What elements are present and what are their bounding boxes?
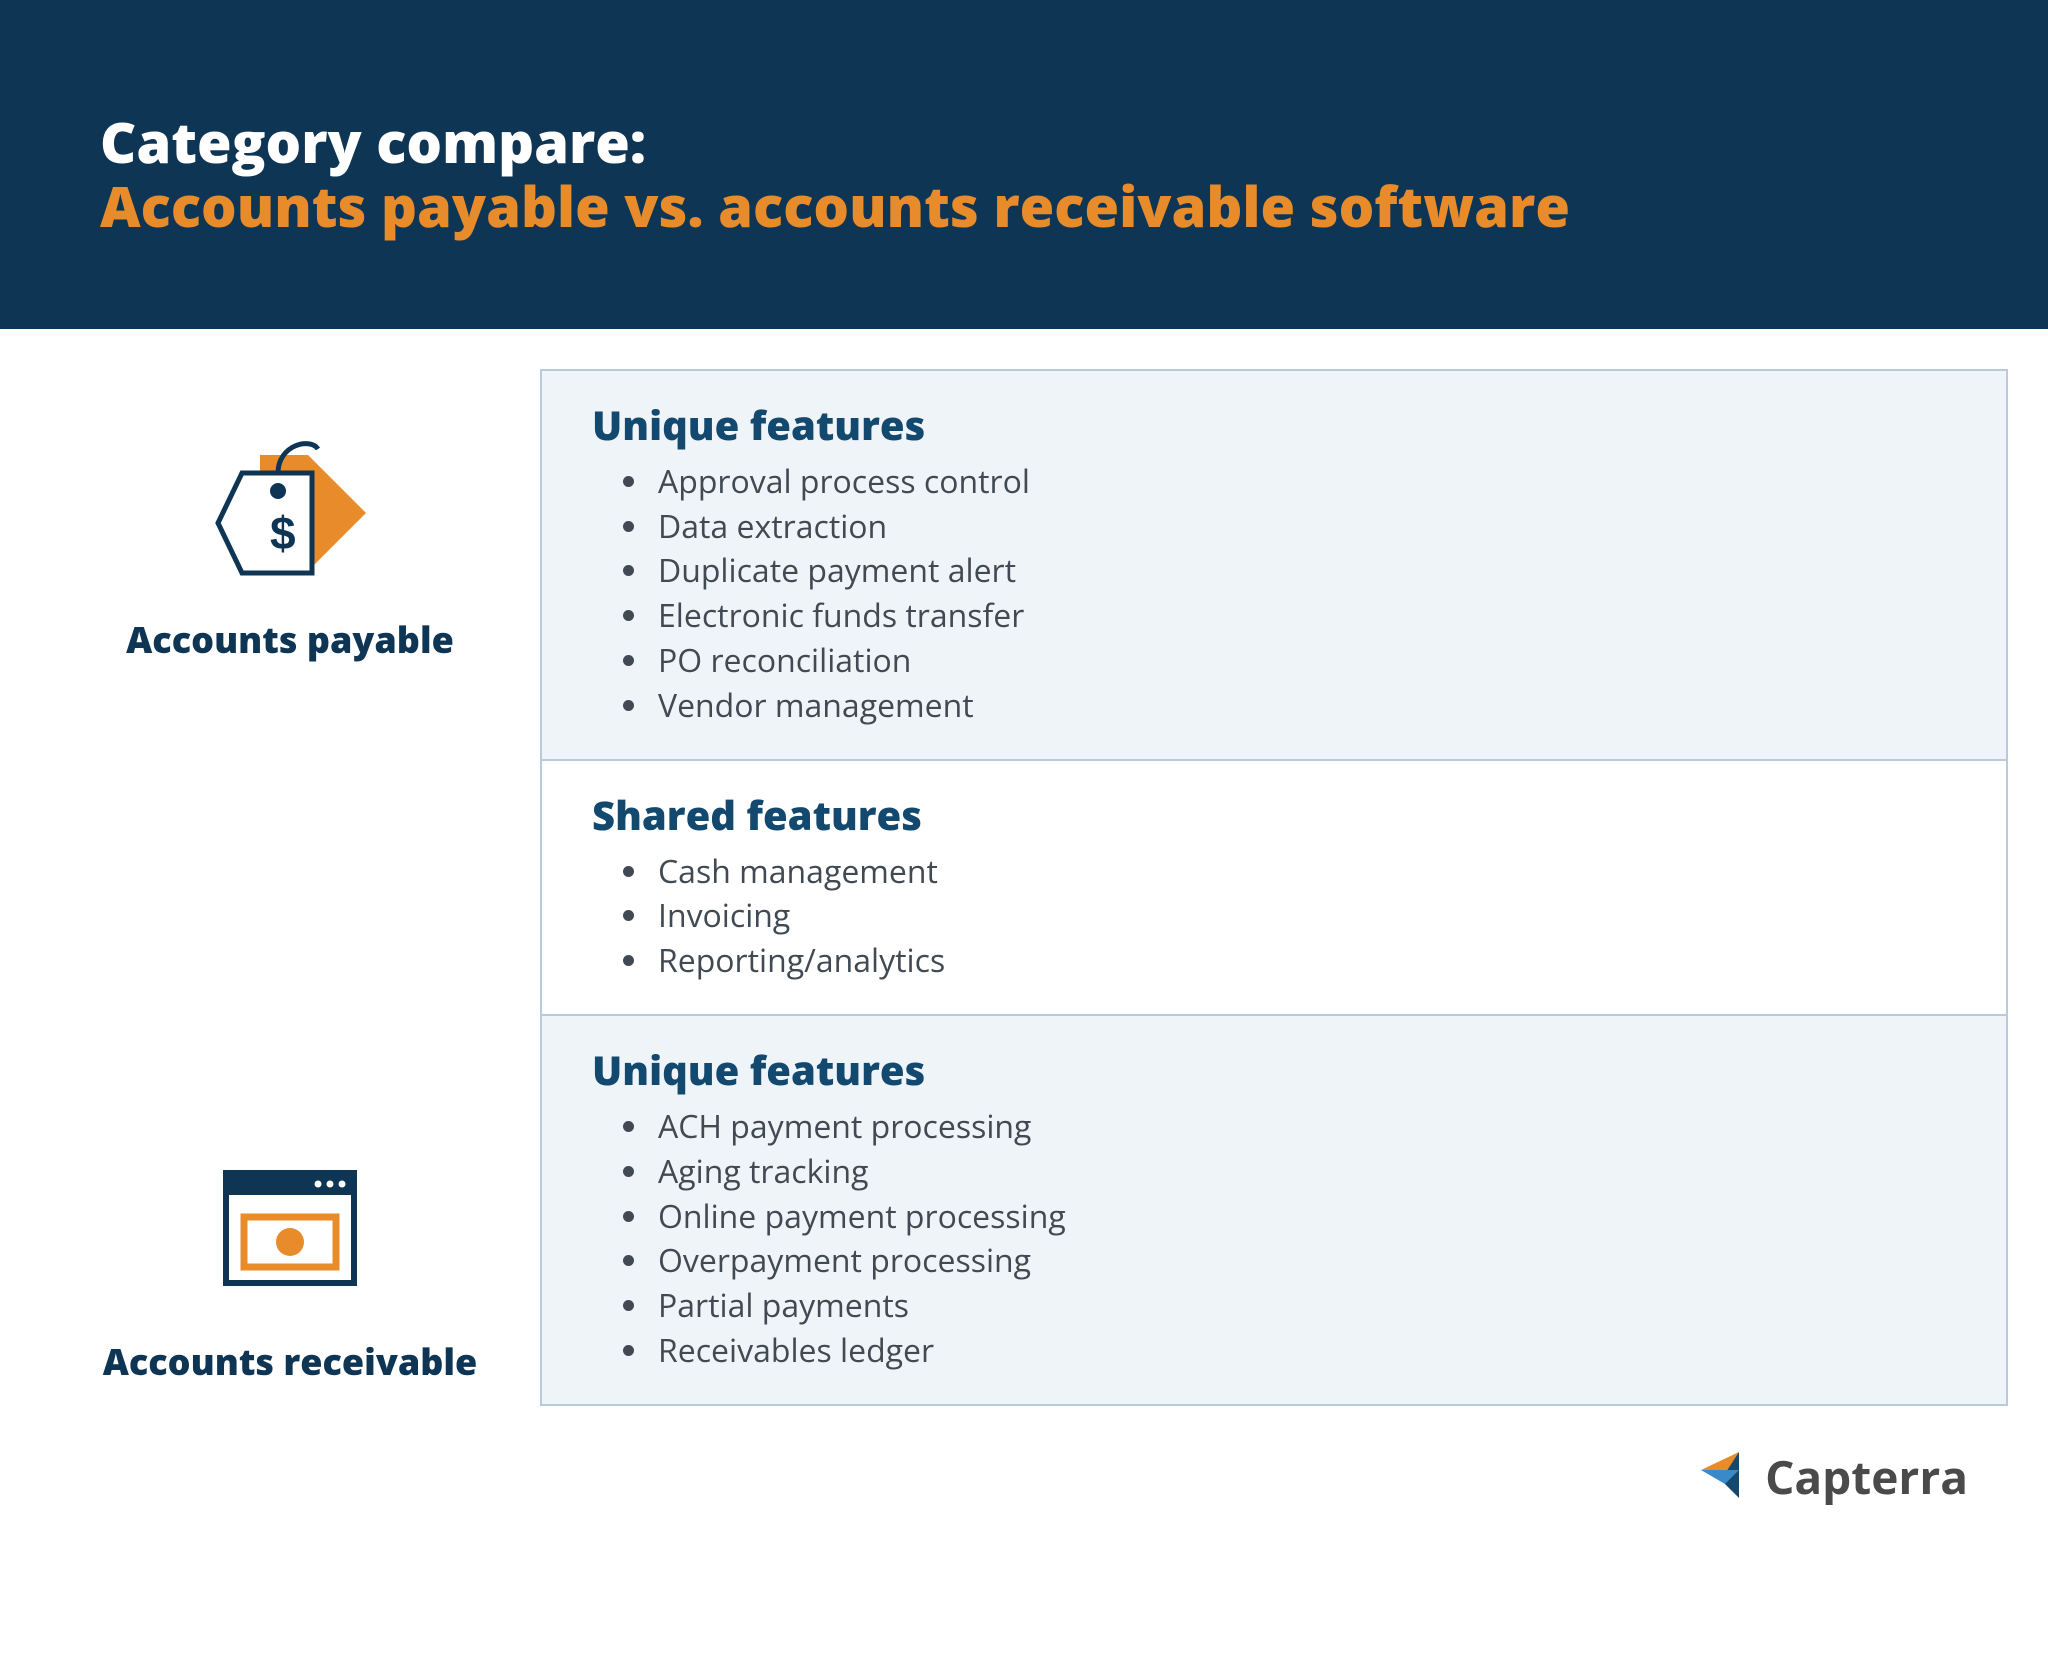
list-item: PO reconciliation [652, 639, 1956, 684]
list-item: ACH payment processing [652, 1105, 1956, 1150]
browser-cash-icon [200, 1151, 380, 1311]
list-item: Overpayment processing [652, 1239, 1956, 1284]
category-payable: $ Accounts payable [126, 429, 454, 664]
panel-receivable-unique: Unique features ACH payment processing A… [540, 1016, 2008, 1406]
footer: Capterra [0, 1406, 2048, 1508]
panel-payable-unique: Unique features Approval process control… [540, 369, 2008, 761]
list-item: Cash management [652, 850, 1956, 895]
category-receivable: Accounts receivable [103, 1151, 478, 1386]
brand-name: Capterra [1765, 1446, 1968, 1508]
title-line-2: Accounts payable vs. accounts receivable… [100, 168, 1570, 244]
list-item: Vendor management [652, 684, 1956, 729]
feature-panels: Unique features Approval process control… [540, 369, 2008, 1406]
list-item: Data extraction [652, 505, 1956, 550]
list-item: Electronic funds transfer [652, 594, 1956, 639]
list-item: Partial payments [652, 1284, 1956, 1329]
svg-text:$: $ [270, 507, 296, 559]
feature-list: Cash management Invoicing Reporting/anal… [592, 850, 1956, 984]
panel-heading: Unique features [592, 1042, 1956, 1097]
header: Category compare: Accounts payable vs. a… [0, 0, 2048, 329]
feature-list: ACH payment processing Aging tracking On… [592, 1105, 1956, 1374]
list-item: Aging tracking [652, 1150, 1956, 1195]
panel-shared: Shared features Cash management Invoicin… [540, 761, 2008, 1016]
capterra-logo-icon [1695, 1446, 1751, 1507]
list-item: Online payment processing [652, 1195, 1956, 1240]
feature-list: Approval process control Data extraction… [592, 460, 1956, 729]
category-column: $ Accounts payable Accounts re [40, 369, 540, 1406]
panel-heading: Shared features [592, 787, 1956, 842]
list-item: Reporting/analytics [652, 939, 1956, 984]
page-title: Category compare: Accounts payable vs. a… [100, 110, 1948, 239]
list-item: Duplicate payment alert [652, 549, 1956, 594]
category-receivable-label: Accounts receivable [103, 1337, 478, 1386]
price-tag-icon: $ [200, 429, 380, 589]
list-item: Approval process control [652, 460, 1956, 505]
category-payable-label: Accounts payable [126, 615, 454, 664]
list-item: Receivables ledger [652, 1329, 1956, 1374]
content-area: $ Accounts payable Accounts re [0, 329, 2048, 1406]
list-item: Invoicing [652, 894, 1956, 939]
panel-heading: Unique features [592, 397, 1956, 452]
